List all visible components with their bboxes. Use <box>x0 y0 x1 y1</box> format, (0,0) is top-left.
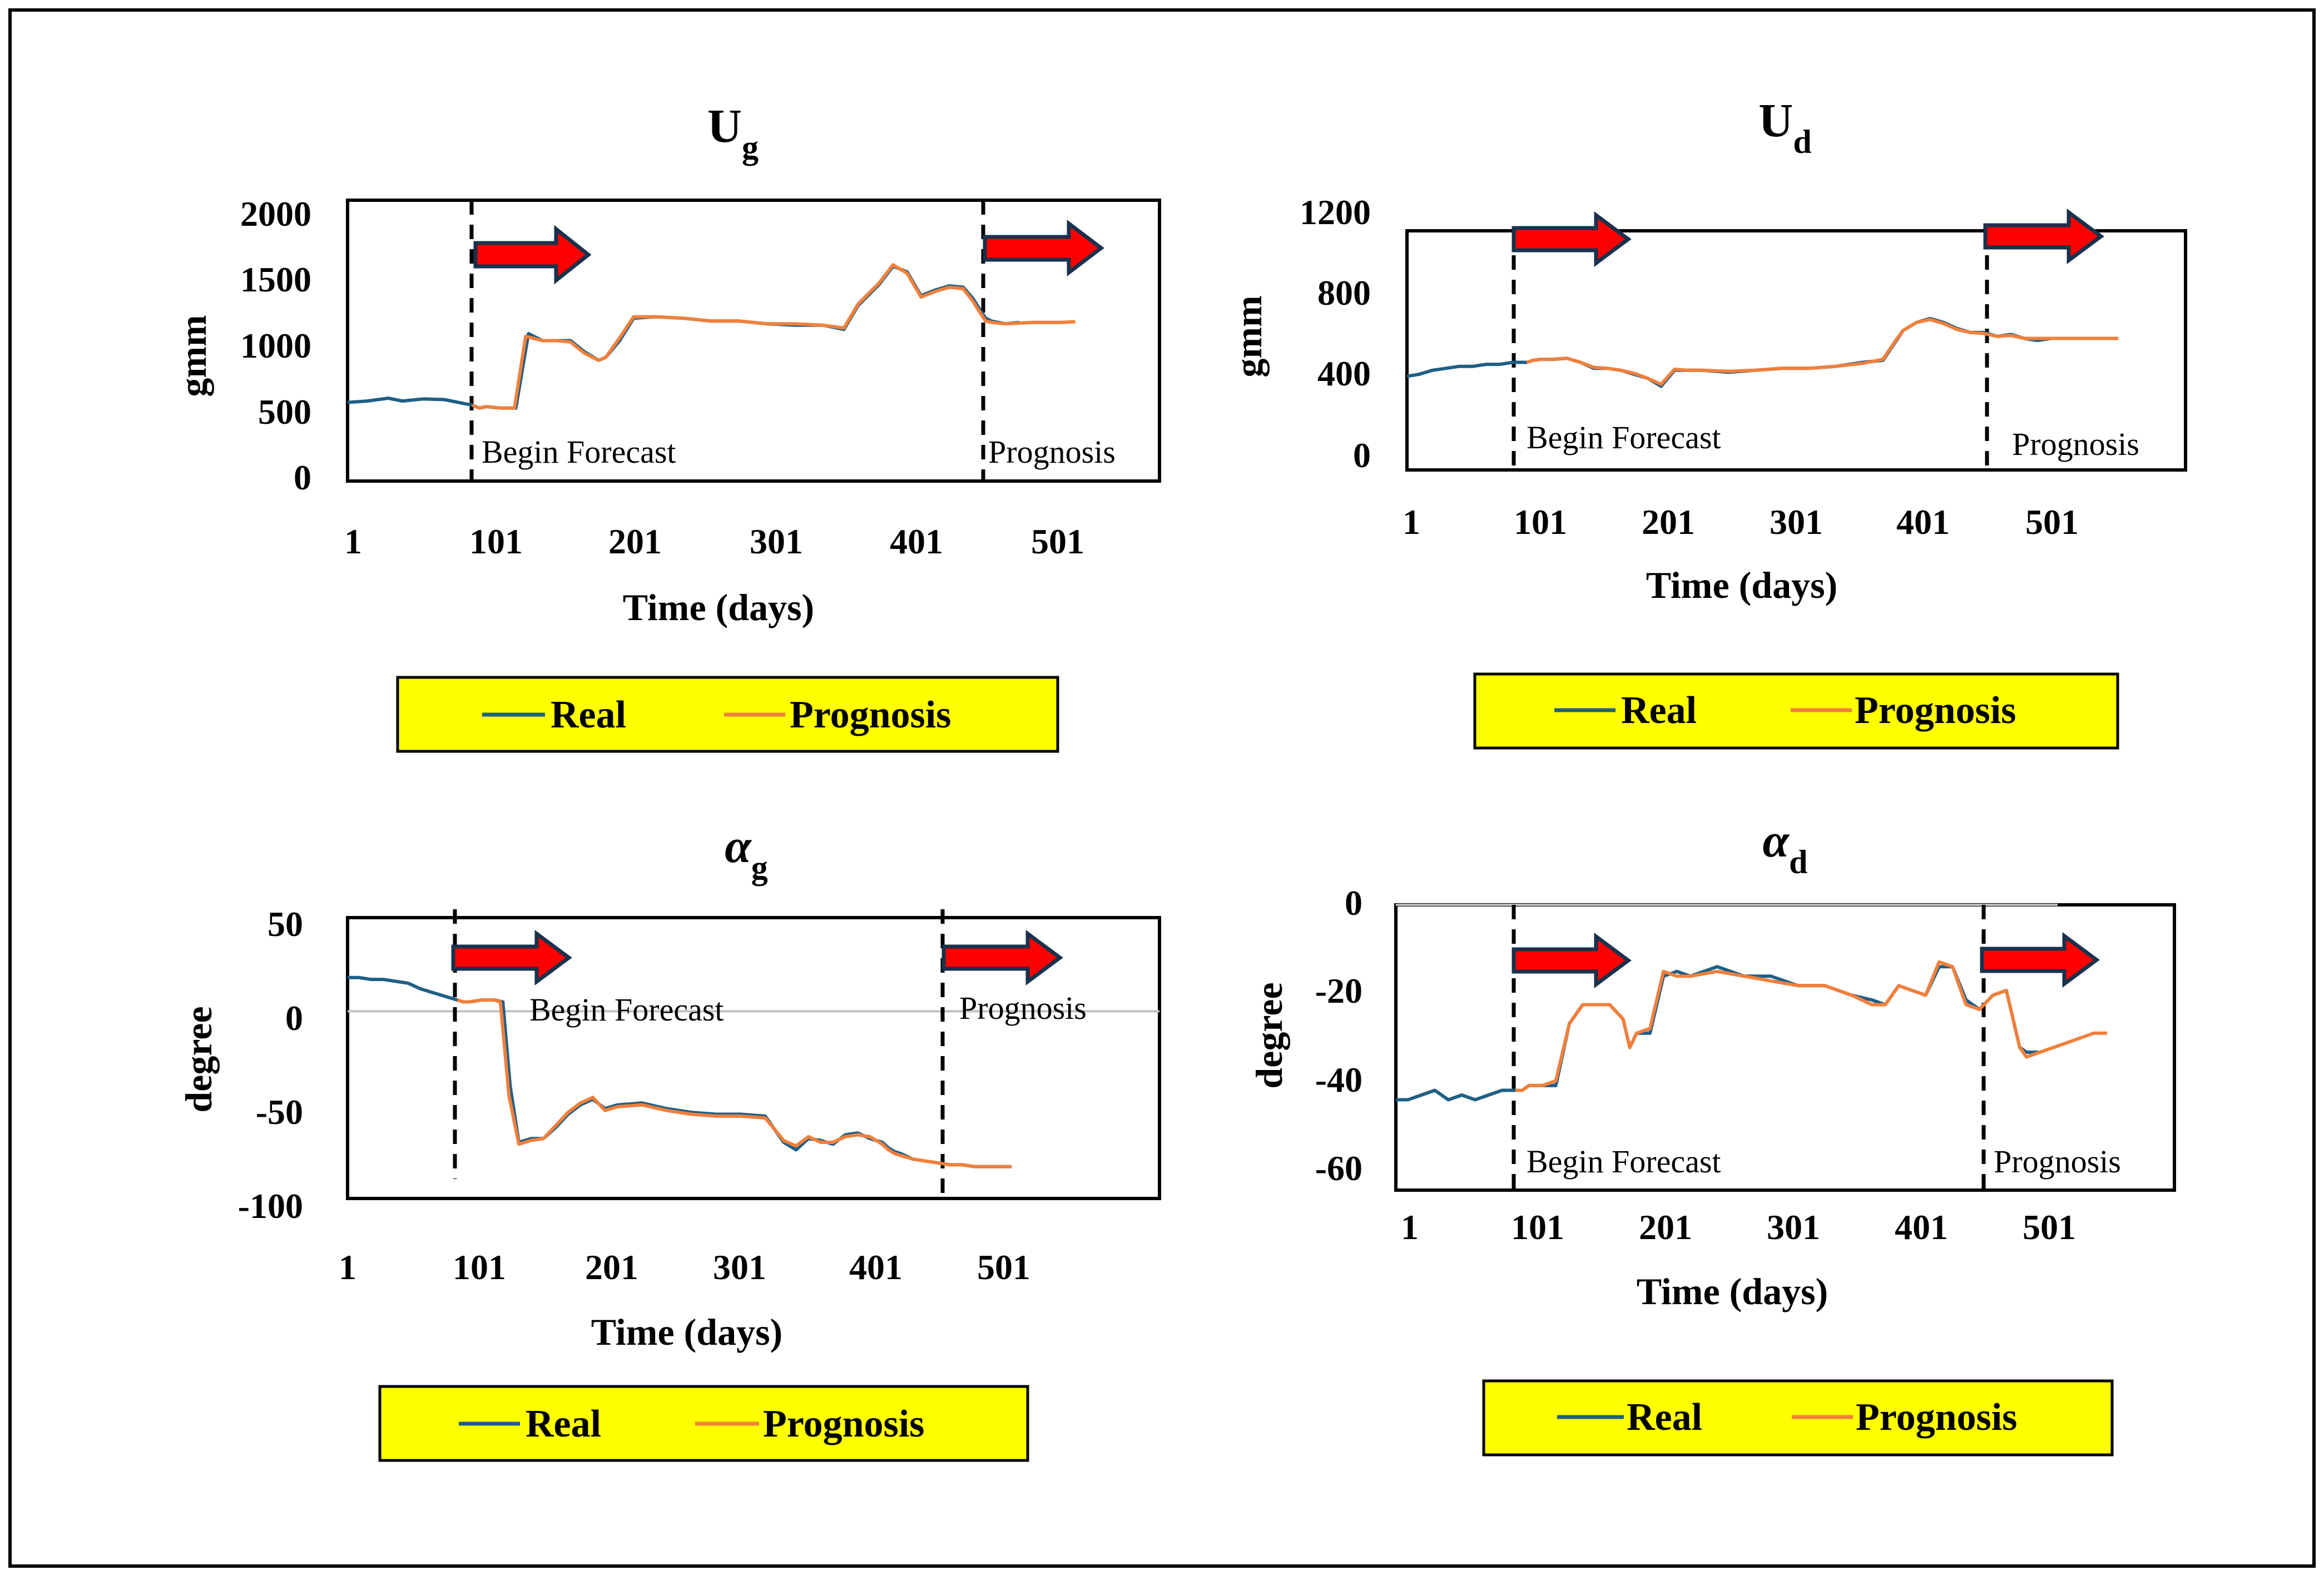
prognosis-arrow <box>1980 932 2100 988</box>
x-tick-label: 1 <box>1401 1207 1419 1247</box>
series-prognosis <box>457 998 1012 1168</box>
legend-prognosis-label: Prognosis <box>790 694 951 736</box>
chart-title-subscript: g <box>751 849 768 886</box>
legend: Real Prognosis <box>1473 672 2119 750</box>
legend-real-label: Real <box>1621 689 1697 732</box>
x-tick-label: 401 <box>890 522 943 561</box>
y-tick-label: 2000 <box>240 194 311 234</box>
x-tick-label: 401 <box>1896 502 1950 542</box>
x-tick-label: 501 <box>977 1247 1030 1287</box>
x-tick-label: 201 <box>1642 502 1695 542</box>
x-tick-label: 401 <box>1895 1207 1948 1247</box>
x-tick-label: 301 <box>1770 502 1823 542</box>
chart-title-subscript: d <box>1793 123 1811 160</box>
legend: Real Prognosis <box>378 1385 1029 1462</box>
x-tick-label: 201 <box>1639 1207 1692 1247</box>
chart-title-subscript: d <box>1789 844 1807 880</box>
y-axis-title: degree <box>177 1006 220 1112</box>
y-tick-label: 0 <box>285 998 303 1038</box>
chart-title: Ud <box>1758 93 1811 160</box>
legend-prognosis-label: Prognosis <box>1856 1396 2017 1439</box>
y-tick-label: 1000 <box>240 326 311 365</box>
x-axis-title: Time (days) <box>1646 564 1837 606</box>
chart-title: Ug <box>707 99 759 166</box>
y-tick-label: 0 <box>1353 435 1371 475</box>
series-prognosis <box>1526 318 2119 386</box>
annotation-prognosis: Prognosis <box>1994 1143 2121 1180</box>
x-tick-label: 1 <box>1403 502 1420 542</box>
annotation-begin-forecast: Begin Forecast <box>529 992 724 1028</box>
annotation-prognosis: Prognosis <box>2012 426 2139 462</box>
x-tick-label: 301 <box>750 522 803 561</box>
x-tick-label: 201 <box>608 522 662 561</box>
panel-alpha-g: αg Begin Forecast Prognosis 50 0 -50 -10… <box>177 819 1161 1462</box>
legend-real-label: Real <box>1627 1396 1702 1439</box>
series-prognosis <box>472 263 1076 410</box>
legend: Real Prognosis <box>1482 1379 2114 1457</box>
forecast-arrow <box>451 930 572 985</box>
y-tick-label: 1500 <box>240 260 311 299</box>
prognosis-arrow <box>983 219 1104 277</box>
x-tick-label: 201 <box>585 1247 638 1287</box>
plot-area <box>1405 229 2187 472</box>
x-axis-title: Time (days) <box>1637 1270 1828 1312</box>
legend-real-label: Real <box>551 694 626 736</box>
x-tick-label: 1 <box>344 522 362 561</box>
y-tick-label: -50 <box>256 1092 303 1132</box>
x-tick-label: 101 <box>453 1247 506 1287</box>
panel-alpha-d: αd Begin Forecast Prognosis 0 -20 -40 -6… <box>1248 814 2176 1457</box>
annotation-begin-forecast: Begin Forecast <box>1527 1143 1721 1180</box>
panel-ud: Ud Begin Forecast Prognosis 1200 800 400… <box>1227 93 2187 750</box>
forecast-arrow <box>1512 211 1632 267</box>
y-tick-label: -40 <box>1315 1060 1362 1099</box>
y-tick-label: 50 <box>267 904 303 944</box>
y-tick-label: 0 <box>1345 883 1362 923</box>
x-axis-title: Time (days) <box>623 586 814 628</box>
annotation-prognosis: Prognosis <box>988 434 1116 470</box>
y-tick-label: 800 <box>1317 273 1371 313</box>
chart-title-subscript: g <box>742 129 759 166</box>
y-tick-label: 500 <box>258 392 311 432</box>
forecast-arrow <box>473 225 592 285</box>
x-tick-label: 101 <box>1511 1207 1564 1247</box>
x-tick-label: 301 <box>1767 1207 1820 1247</box>
legend-real-label: Real <box>526 1403 601 1445</box>
chart-title: αd <box>1763 814 1808 880</box>
y-axis-title: degree <box>1248 982 1290 1088</box>
y-tick-label: 0 <box>294 458 311 497</box>
annotation-begin-forecast: Begin Forecast <box>482 434 676 470</box>
y-tick-label: -100 <box>238 1186 303 1226</box>
legend: Real Prognosis <box>396 676 1059 753</box>
annotation-begin-forecast: Begin Forecast <box>1527 419 1721 455</box>
y-tick-label: 1200 <box>1300 192 1371 232</box>
x-tick-label: 301 <box>713 1247 766 1287</box>
x-axis-title: Time (days) <box>591 1311 782 1353</box>
annotation-prognosis: Prognosis <box>959 990 1087 1026</box>
y-axis-title: gmm <box>1227 295 1270 377</box>
prognosis-arrow <box>942 930 1063 985</box>
series-prognosis <box>1515 960 2108 1092</box>
legend-prognosis-label: Prognosis <box>1855 689 2016 732</box>
panel-ug: Ug Begin Forecast Prognosis 2000 1500 10… <box>172 99 1161 753</box>
prognosis-arrow <box>1983 209 2104 264</box>
forecast-arrow <box>1512 933 1632 988</box>
chart-title: αg <box>725 819 768 886</box>
y-tick-label: -20 <box>1315 971 1362 1011</box>
x-tick-label: 501 <box>2023 1207 2076 1247</box>
x-tick-label: 501 <box>1031 522 1084 561</box>
x-tick-label: 101 <box>1514 502 1567 542</box>
y-axis-title: gmm <box>172 315 214 397</box>
legend-prognosis-label: Prognosis <box>763 1403 924 1445</box>
y-tick-label: 400 <box>1317 354 1371 393</box>
x-tick-label: 401 <box>849 1247 903 1287</box>
x-tick-label: 1 <box>339 1247 356 1287</box>
x-tick-label: 501 <box>2025 502 2079 542</box>
x-tick-label: 101 <box>469 522 523 561</box>
legend-box <box>378 1385 1029 1462</box>
y-tick-label: -60 <box>1315 1148 1362 1188</box>
